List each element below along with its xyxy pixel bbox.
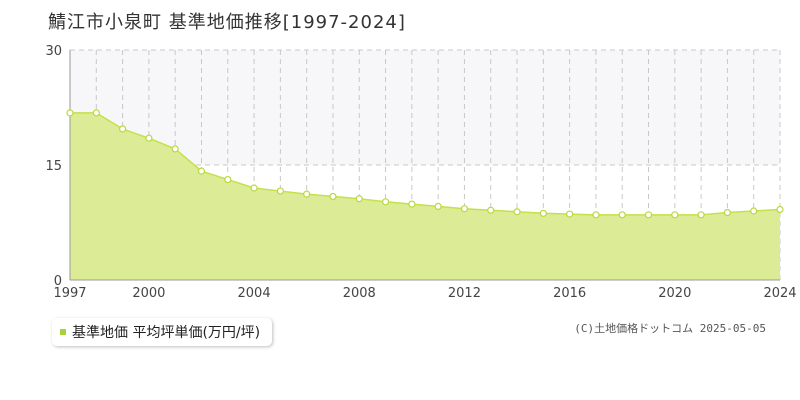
data-point bbox=[118, 125, 127, 133]
x-tick-labels: 1997 2000 2004 2008 2012 2016 2020 2024 bbox=[53, 286, 796, 301]
data-point bbox=[644, 211, 653, 219]
data-point bbox=[145, 134, 153, 142]
data-point bbox=[566, 210, 574, 218]
x-tick-label: 2000 bbox=[132, 286, 165, 301]
source-credit: (C)土地価格ドットコム 2025-05-05 bbox=[574, 322, 766, 335]
legend-swatch bbox=[60, 329, 66, 335]
data-point bbox=[750, 207, 758, 215]
data-point bbox=[250, 184, 258, 192]
markers bbox=[66, 109, 784, 219]
data-point bbox=[697, 211, 705, 219]
data-point bbox=[592, 211, 600, 219]
data-point bbox=[381, 198, 390, 206]
x-tick-label: 1997 bbox=[53, 286, 86, 301]
data-point bbox=[329, 192, 337, 201]
y-tick-label: 15 bbox=[45, 159, 62, 174]
data-point bbox=[303, 190, 311, 198]
data-point bbox=[671, 211, 679, 219]
x-tick-label: 2024 bbox=[763, 286, 796, 301]
y-tick-label: 30 bbox=[45, 44, 62, 59]
data-point bbox=[171, 145, 179, 153]
data-point bbox=[618, 211, 626, 219]
legend-label: 基準地価 平均坪単価(万円/坪) bbox=[72, 325, 261, 341]
area-fill bbox=[70, 112, 780, 280]
data-point bbox=[66, 109, 74, 117]
data-point bbox=[487, 206, 495, 214]
x-tick-label: 2012 bbox=[448, 286, 481, 301]
x-tick-label: 2016 bbox=[553, 286, 586, 301]
chart-title: 鯖江市小泉町 基準地価推移[1997-2024] bbox=[48, 12, 406, 33]
y-tick-labels: 0 15 30 bbox=[45, 44, 62, 289]
upper-band bbox=[70, 50, 780, 165]
data-point bbox=[460, 205, 469, 213]
x-tick-label: 2020 bbox=[658, 286, 691, 301]
data-point bbox=[723, 208, 732, 217]
data-point bbox=[434, 202, 442, 210]
x-tick-label: 2008 bbox=[343, 286, 376, 301]
data-point bbox=[513, 208, 521, 216]
data-point bbox=[276, 187, 284, 195]
series-line bbox=[70, 112, 781, 216]
data-point bbox=[539, 209, 547, 217]
axes bbox=[69, 50, 780, 281]
data-point bbox=[197, 167, 206, 175]
data-point bbox=[92, 109, 100, 117]
data-point bbox=[224, 175, 232, 184]
x-tick-label: 2004 bbox=[238, 286, 271, 301]
data-point bbox=[408, 200, 416, 208]
y-tick-label: 0 bbox=[54, 274, 62, 289]
data-point bbox=[355, 195, 363, 203]
data-point bbox=[776, 205, 784, 214]
legend: 基準地価 平均坪単価(万円/坪) bbox=[52, 318, 273, 346]
